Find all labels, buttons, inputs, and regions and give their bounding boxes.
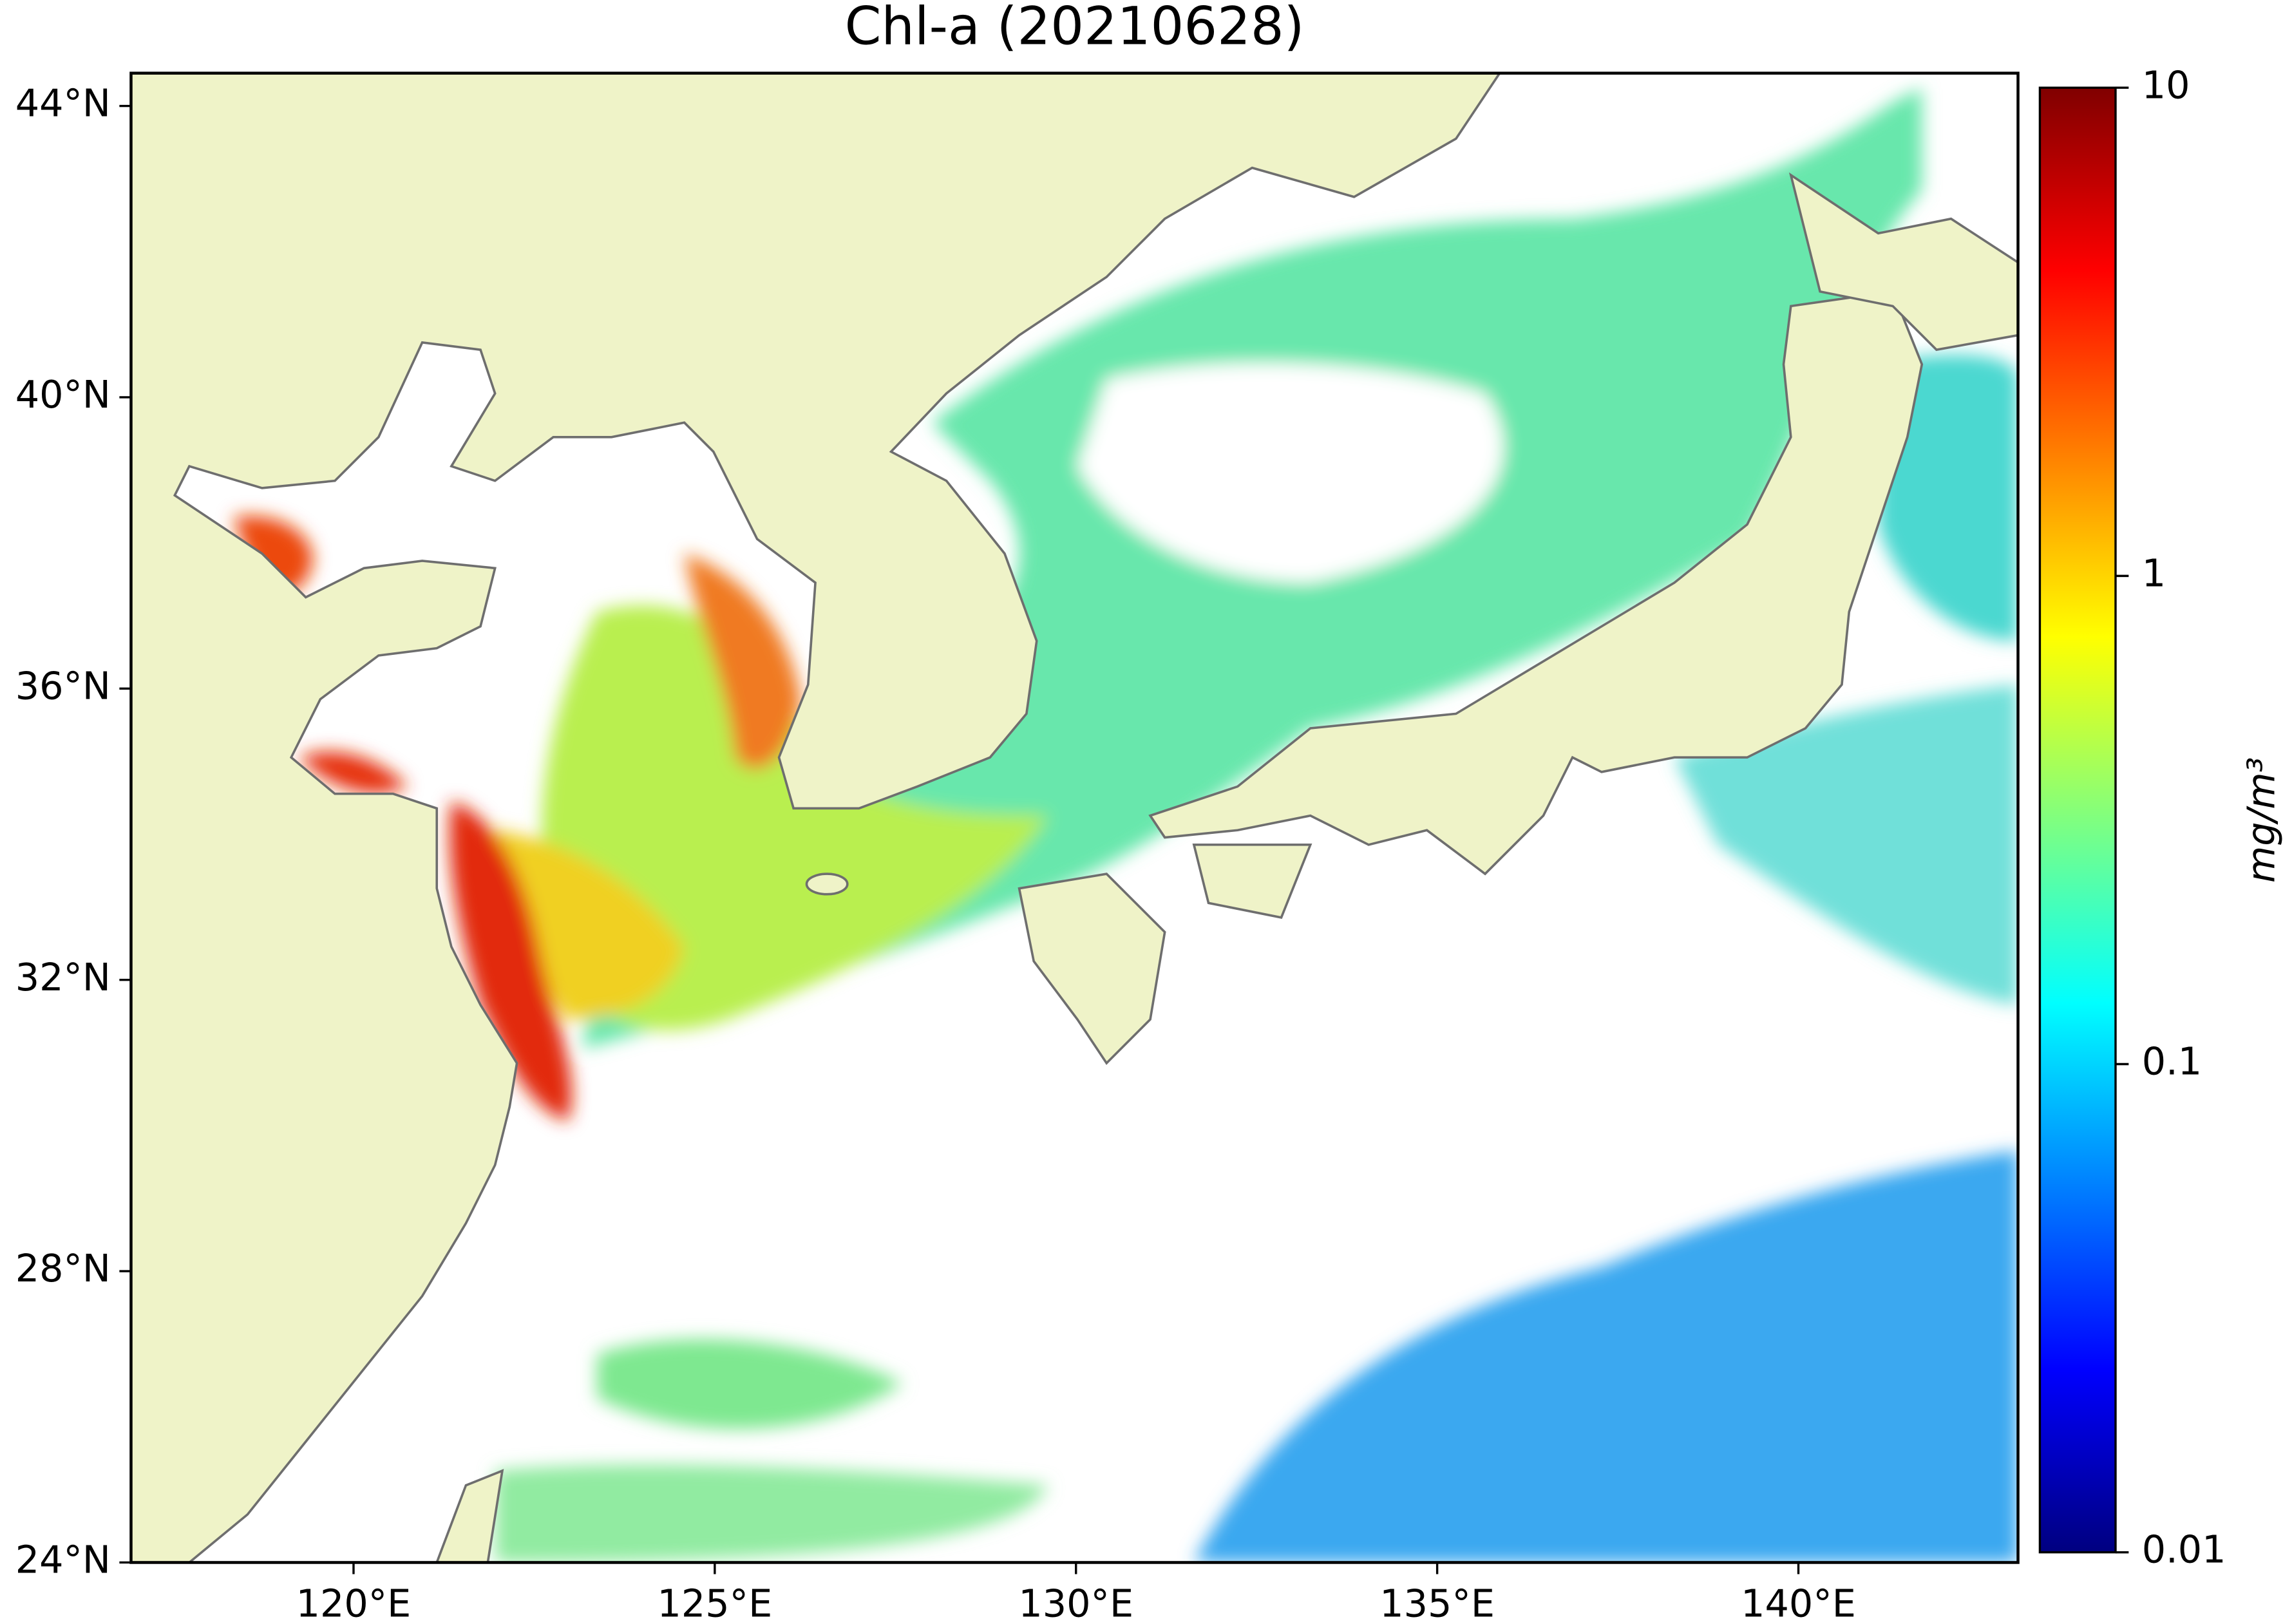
ryukyu-patch: [495, 1464, 1048, 1563]
y-tick-label: 36°N: [15, 663, 111, 708]
cloud: [1077, 363, 1504, 583]
map-title: Chl-a (20210628): [845, 0, 1305, 57]
x-tick-label: 125°E: [658, 1581, 773, 1624]
y-tick-label: 24°N: [15, 1538, 111, 1582]
x-tick-label: 120°E: [296, 1581, 412, 1624]
chlorophyll-field: [232, 88, 2018, 1563]
colorbar-tick-label: 1: [2142, 551, 2166, 595]
colorbar-tick-label: 10: [2142, 62, 2190, 107]
land-shikoku: [1192, 844, 1312, 919]
honshu-east-patch: [1878, 354, 2018, 641]
colorbar-label: mg/m³: [2239, 757, 2283, 883]
land-taiwan: [435, 1469, 504, 1563]
pacific-north-patch: [1674, 685, 2018, 1005]
x-tick-label: 140°E: [1741, 1581, 1856, 1624]
y-tick-label: 32°N: [15, 955, 111, 999]
jiangsu-coast-patch: [298, 751, 408, 794]
y-tick-label: 44°N: [15, 81, 111, 126]
map-frame: [129, 71, 2020, 1564]
land-kyushu: [1018, 873, 1166, 1065]
colorbar-tick-label: 0.1: [2142, 1039, 2202, 1084]
bohai-patch: [232, 515, 314, 594]
land-jeju: [805, 873, 849, 896]
y-tick-label: 28°N: [15, 1246, 111, 1290]
pacific-patch: [1193, 1150, 2018, 1563]
colorbar: [2038, 86, 2117, 1554]
east-china-sea-patch: [541, 605, 1048, 1031]
land-honshu: [1148, 290, 1924, 876]
south-patch: [596, 1339, 903, 1430]
land-hokkaido: [1788, 172, 2018, 352]
colorbar-tick-label: 0.01: [2142, 1527, 2226, 1572]
x-tick-label: 135°E: [1379, 1581, 1495, 1624]
yangtze-plume: [449, 801, 572, 1122]
y-tick-label: 40°N: [15, 372, 111, 417]
map-area: [131, 73, 2018, 1563]
land-asia: [131, 73, 1501, 1563]
yellow-sea-coast-patch: [684, 553, 801, 769]
x-tick-label: 130°E: [1018, 1581, 1133, 1624]
